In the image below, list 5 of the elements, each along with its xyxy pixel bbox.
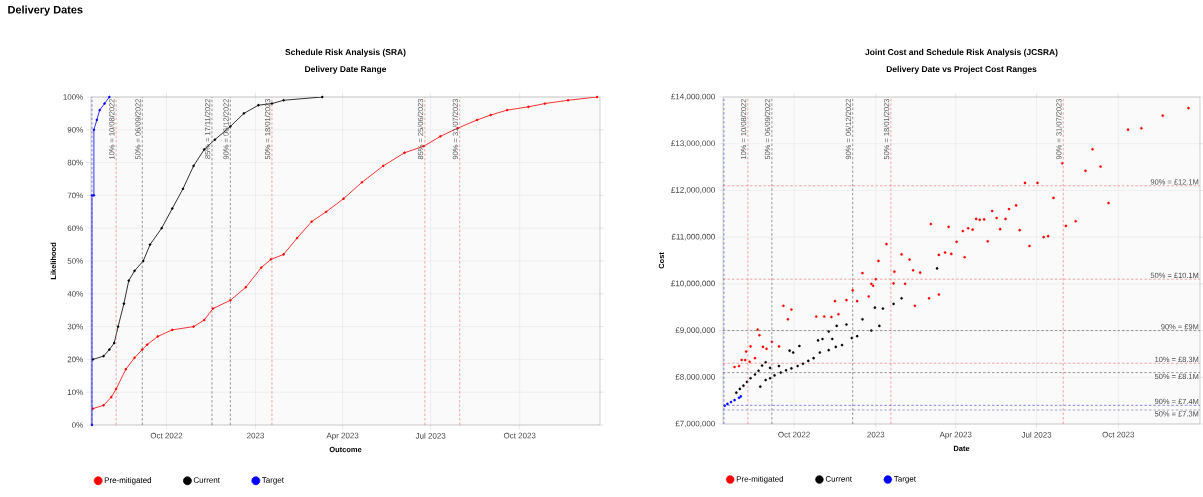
chart-subtitle: Delivery Date Range: [305, 65, 387, 74]
chart-title: Schedule Risk Analysis (SRA): [285, 48, 406, 57]
text: Delivery Dates: [8, 5, 83, 16]
chart-title: Joint Cost and Schedule Risk Analysis (JCSRA): [865, 48, 1058, 57]
chart-subtitle: Delivery Date vs Project Cost Ranges: [886, 65, 1037, 74]
